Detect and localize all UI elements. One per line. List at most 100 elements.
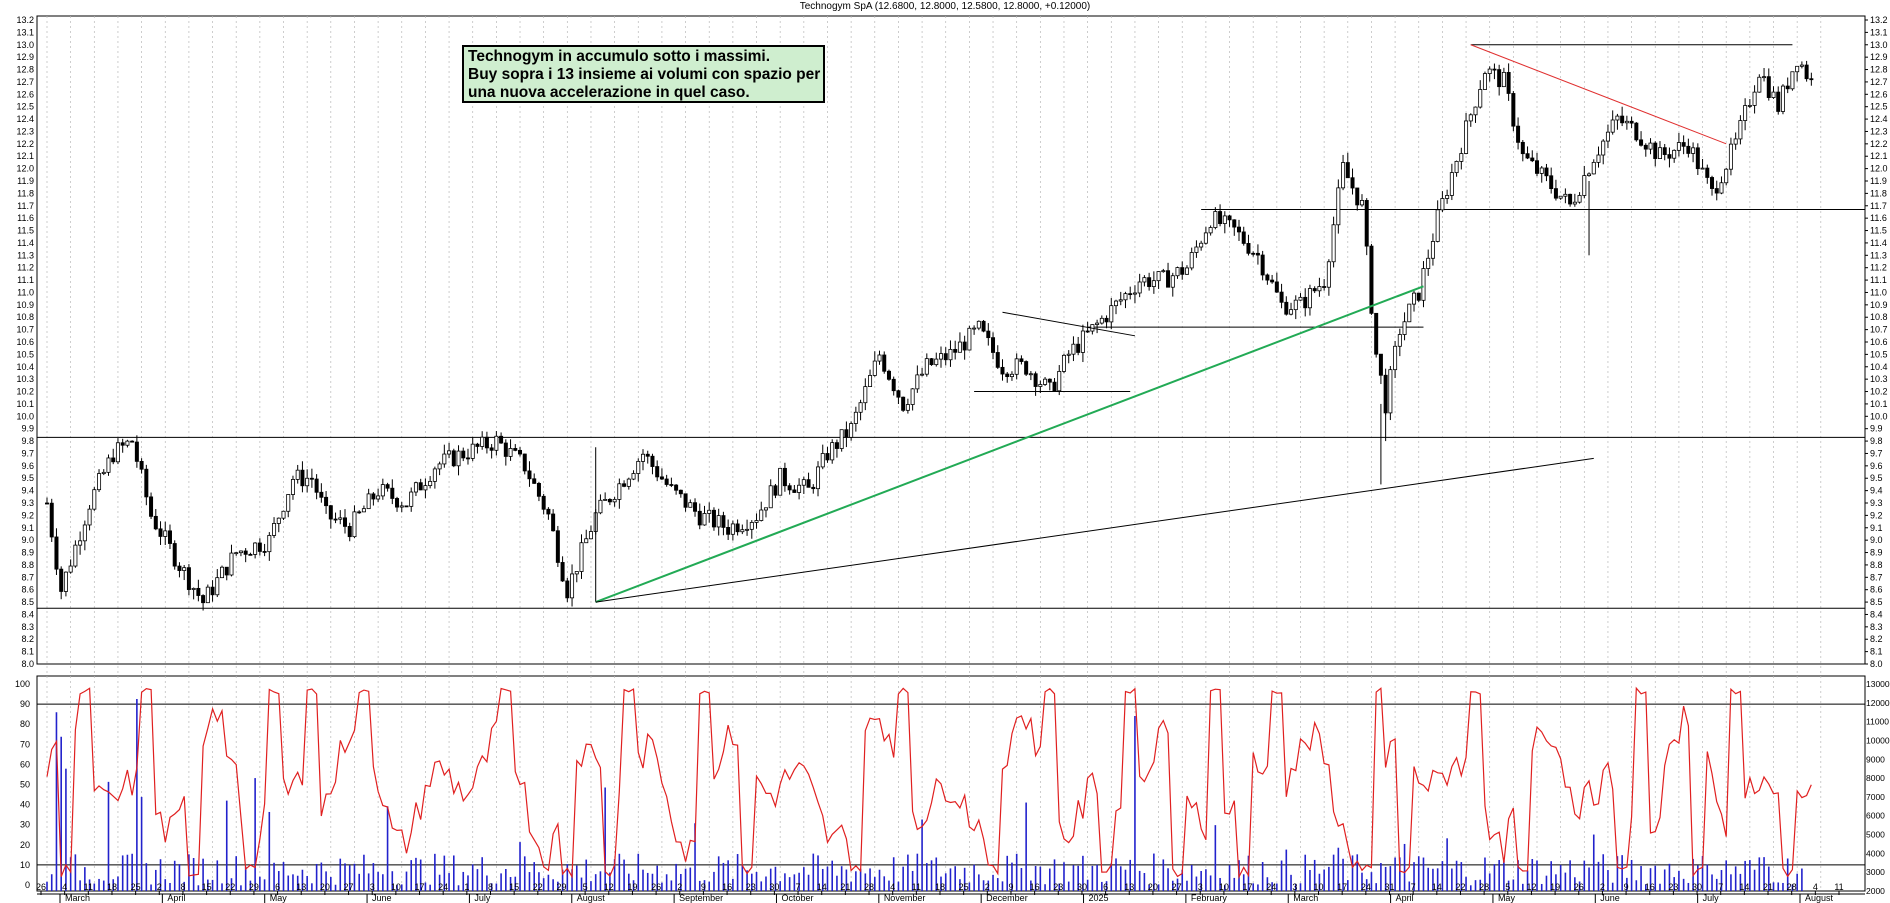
candle-body	[1000, 366, 1005, 375]
price-tick-label-right: 9.3	[1870, 498, 1883, 508]
candle-body	[763, 507, 768, 511]
candle-body	[1653, 142, 1658, 159]
price-tick-label-right: 10.3	[1870, 374, 1888, 384]
day-tick-label: 4	[1813, 882, 1818, 892]
day-tick-label: 10	[391, 882, 401, 892]
price-tick-label-right: 13.0	[1870, 40, 1888, 50]
price-tick-label-left: 9.3	[21, 498, 34, 508]
candle-body	[1691, 147, 1696, 154]
candle-body	[1572, 201, 1577, 205]
candle-body	[395, 498, 400, 508]
candle-body	[1487, 68, 1492, 74]
candle-body	[1151, 280, 1156, 287]
day-tick-label: 18	[935, 882, 945, 892]
price-tick-label-left: 10.6	[16, 337, 34, 347]
candle-body	[1738, 120, 1743, 140]
candle-body	[1743, 105, 1748, 121]
candle-body	[1473, 106, 1478, 116]
candle-body	[820, 453, 825, 468]
volume-tick-label: 3000	[1866, 867, 1885, 877]
candle-body	[1393, 345, 1398, 371]
candle-body	[1577, 195, 1582, 203]
candle-body	[546, 508, 551, 515]
day-tick-label: 2	[677, 882, 682, 892]
month-tick-label: October	[781, 893, 813, 903]
candle-body	[120, 442, 125, 446]
price-tick-label-left: 10.5	[16, 349, 34, 359]
candle-body	[839, 429, 844, 449]
price-tick-label-left: 12.9	[16, 52, 34, 62]
candle-body	[768, 485, 773, 509]
candle-body	[125, 440, 130, 446]
annotation-line-1: Technogym in accumulo sotto i massimi.	[468, 48, 771, 65]
candle-body	[163, 530, 168, 537]
candle-body	[972, 327, 977, 330]
candle-body	[797, 484, 802, 493]
candle-body	[787, 485, 792, 491]
month-tick-label: May	[270, 893, 288, 903]
candle-body	[905, 404, 910, 411]
candle-body	[210, 586, 215, 596]
candle-body	[759, 509, 764, 521]
candle-body	[1568, 193, 1573, 205]
day-tick-label: 30	[1692, 882, 1702, 892]
candle-body	[456, 450, 461, 467]
candle-body	[1251, 252, 1256, 255]
candle-body	[1643, 144, 1648, 150]
price-tick-label-right: 10.1	[1870, 399, 1888, 409]
candle-body	[636, 460, 641, 474]
price-tick-label-right: 9.6	[1870, 461, 1883, 471]
candle-body	[314, 478, 319, 493]
day-tick-label: 25	[959, 882, 969, 892]
price-tick-label-right: 9.7	[1870, 448, 1883, 458]
candle-body	[527, 470, 532, 480]
chart-title-quote: (12.6800, 12.8000, 12.5800, 12.8000, +0.…	[874, 1, 1091, 12]
candle-body	[1270, 279, 1275, 283]
candle-body	[877, 354, 882, 362]
candle-body	[484, 436, 489, 449]
day-tick-label: 6	[1103, 882, 1108, 892]
day-tick-label: 29	[249, 882, 259, 892]
day-tick-label: 2	[1600, 882, 1605, 892]
candle-body	[1449, 172, 1454, 196]
candle-body	[489, 447, 494, 451]
candle-body	[447, 450, 452, 455]
month-tick-label: July	[1703, 893, 1720, 903]
candle-body	[1303, 296, 1308, 309]
candle-body	[73, 544, 78, 567]
candle-body	[1478, 89, 1483, 108]
day-tick-label: 18	[107, 882, 117, 892]
day-tick-label: 22	[1455, 882, 1465, 892]
candle-body	[730, 523, 735, 535]
chart-title-name: Technogym SpA	[799, 1, 872, 12]
candle-body	[149, 496, 154, 517]
day-tick-label: 20	[1148, 882, 1158, 892]
month-tick-label: March	[1293, 893, 1318, 903]
candle-body	[1591, 161, 1596, 175]
candle-body	[693, 502, 698, 512]
candle-body	[1345, 162, 1350, 179]
candle-body	[1137, 281, 1142, 294]
candle-body	[257, 542, 262, 552]
month-tick-label: July	[474, 893, 491, 903]
day-tick-label: 17	[1243, 882, 1253, 892]
price-tick-label-left: 9.6	[21, 461, 34, 471]
candle-body	[1747, 105, 1752, 107]
candle-body	[1416, 292, 1421, 301]
candle-body	[1535, 160, 1540, 174]
price-tick-label-left: 9.4	[21, 486, 34, 496]
candle-body	[1710, 177, 1715, 189]
price-tick-label-right: 10.8	[1870, 312, 1888, 322]
candle-body	[588, 531, 593, 540]
candle-body	[801, 479, 806, 486]
candle-body	[735, 523, 740, 533]
candle-body	[943, 353, 948, 361]
candle-body	[1516, 125, 1521, 143]
candle-body	[1639, 139, 1644, 146]
day-tick-label: 11	[84, 882, 93, 892]
candle-body	[1180, 267, 1185, 275]
price-tick-label-right: 9.1	[1870, 523, 1883, 533]
candle-body	[1440, 198, 1445, 211]
candle-body	[1672, 149, 1677, 159]
